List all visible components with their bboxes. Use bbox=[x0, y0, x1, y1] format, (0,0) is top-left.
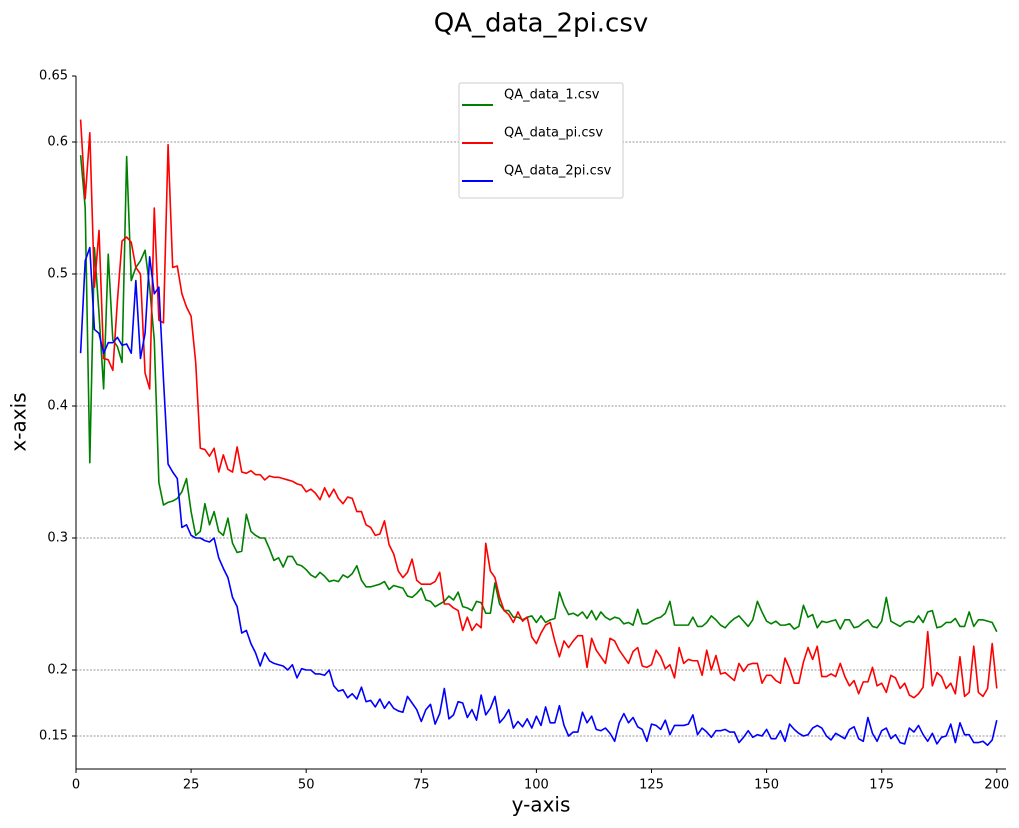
x-tick-label: 25 bbox=[183, 778, 200, 793]
x-tick-label: 150 bbox=[754, 778, 779, 793]
y-tick-label: 0.4 bbox=[47, 399, 68, 414]
y-tick-label: 0.2 bbox=[47, 663, 68, 678]
series-line bbox=[79, 119, 998, 699]
y-tick-label: 0.65 bbox=[39, 69, 68, 84]
legend: QA_data_1.csv QA_data_pi.csv QA_data_2pi.c… bbox=[458, 82, 624, 199]
legend-label: QA_data_2pi.csv bbox=[504, 164, 612, 179]
series-line bbox=[79, 246, 998, 747]
y-tick-label: 0.6 bbox=[47, 135, 68, 150]
legend-box bbox=[458, 82, 624, 199]
chart-title: QA_data_2pi.csv bbox=[434, 9, 649, 39]
x-tick-label: 50 bbox=[298, 778, 315, 793]
legend-label: QA_data_1.csv bbox=[504, 88, 600, 103]
x-axis-label: y-axis bbox=[512, 793, 571, 817]
x-tick-label: 0 bbox=[72, 778, 80, 793]
y-axis-label: x-axis bbox=[7, 392, 31, 451]
y-tick-label: 0.3 bbox=[47, 531, 68, 546]
x-tick-label: 100 bbox=[524, 778, 549, 793]
x-tick-label: 200 bbox=[984, 778, 1009, 793]
series-line bbox=[79, 155, 998, 633]
x-tick-label: 175 bbox=[869, 778, 894, 793]
legend-label: QA_data_pi.csv bbox=[504, 126, 603, 141]
y-tick-label: 0.15 bbox=[39, 729, 68, 744]
x-tick-label: 125 bbox=[639, 778, 664, 793]
y-tick-label: 0.5 bbox=[47, 267, 68, 282]
x-tick-label: 75 bbox=[413, 778, 430, 793]
